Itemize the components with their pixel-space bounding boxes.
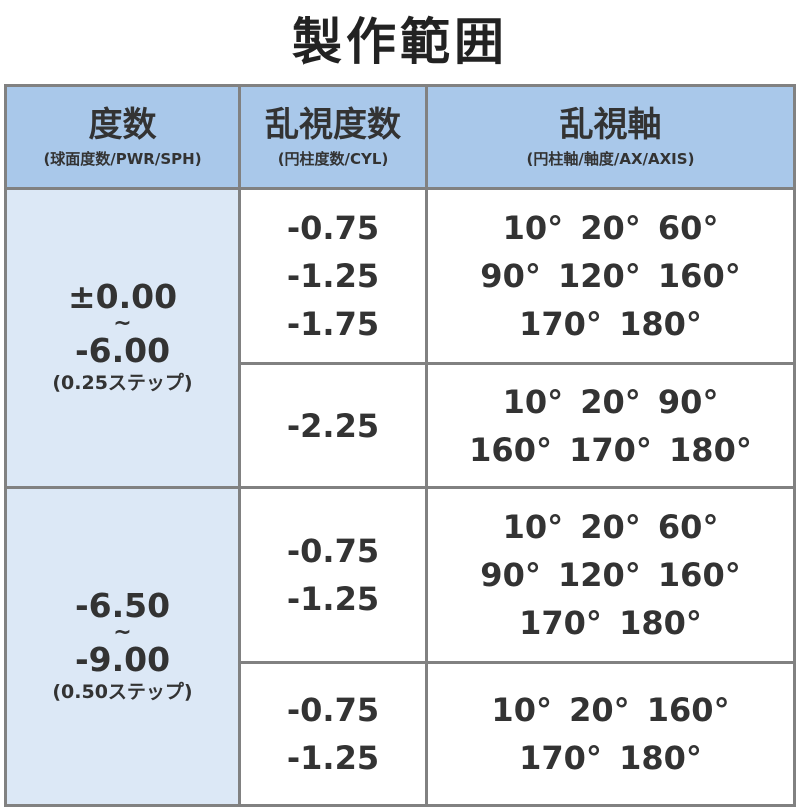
axis-line: 160° 170° 180° — [469, 430, 752, 469]
header-sublabel: (円柱度数/CYL) — [277, 150, 389, 168]
header-power: 度数 (球面度数/PWR/SPH) — [4, 84, 241, 190]
axis-cell: 10° 20° 90° 160° 170° 180° — [425, 362, 796, 489]
range-tilde: ~ — [113, 619, 132, 645]
page-title: 製作範囲 — [292, 13, 508, 71]
header-axis: 乱視軸 (円柱軸/軸度/AX/AXIS) — [425, 84, 796, 190]
header-label: 度数 — [88, 105, 157, 145]
production-range-table: 度数 (球面度数/PWR/SPH) 乱視度数 (円柱度数/CYL) 乱視軸 (円柱軸/… — [4, 84, 796, 807]
cylinder-cell: -2.25 — [238, 362, 428, 489]
table-row: -0.75 -1.25 10° 20° 160° 170° 180° — [6, 661, 796, 807]
axis-line: 90° 120° 160° — [480, 556, 741, 594]
power-step: (0.50ステップ) — [52, 680, 193, 703]
power-to: -9.00 — [74, 639, 171, 679]
table-row: -6.50 ~ -9.00 (0.50ステップ) -0.75 -1.25 10° … — [4, 486, 796, 807]
power-to: -6.00 — [74, 331, 171, 370]
cyl-value: -2.25 — [286, 406, 380, 445]
axis-line: 10° 20° 60° — [502, 209, 719, 247]
header-cylinder: 乱視度数 (円柱度数/CYL) — [238, 84, 428, 190]
power-from: -6.50 — [74, 585, 171, 625]
cyl-value: -1.25 — [286, 739, 380, 777]
cyl-value: -1.25 — [286, 580, 380, 618]
cyl-value: -1.25 — [286, 257, 380, 295]
range-tilde: ~ — [113, 311, 132, 336]
axis-line: 10° 20° 60° — [502, 508, 719, 546]
table-row: -2.25 10° 20° 90° 160° 170° 180° — [6, 362, 796, 489]
cyl-value: -1.75 — [286, 305, 380, 343]
power-range-cell: ±0.00 ~ -6.00 (0.25ステップ) — [4, 187, 241, 489]
cylinder-cell: -0.75 -1.25 — [238, 486, 428, 664]
axis-line: 170° 180° — [519, 604, 702, 642]
axis-cell: 10° 20° 60° 90° 120° 160° 170° 180° — [425, 187, 796, 365]
axis-line: 170° 180° — [519, 739, 702, 777]
power-step: (0.25ステップ) — [52, 372, 193, 394]
cylinder-cell: -0.75 -1.25 — [238, 661, 428, 807]
header-sublabel: (球面度数/PWR/SPH) — [43, 150, 202, 168]
header-label: 乱視度数 — [265, 105, 401, 145]
power-range-cell: -6.50 ~ -9.00 (0.50ステップ) — [4, 486, 241, 807]
table-header-row: 度数 (球面度数/PWR/SPH) 乱視度数 (円柱度数/CYL) 乱視軸 (円柱軸/… — [4, 84, 796, 190]
cyl-value: -0.75 — [286, 209, 380, 247]
axis-line: 170° 180° — [519, 305, 702, 343]
header-label: 乱視軸 — [559, 105, 662, 145]
axis-line: 90° 120° 160° — [480, 257, 741, 295]
header-sublabel: (円柱軸/軸度/AX/AXIS) — [526, 150, 695, 168]
axis-cell: 10° 20° 160° 170° 180° — [425, 661, 796, 807]
power-from: ±0.00 — [67, 277, 178, 316]
table-row: ±0.00 ~ -6.00 (0.25ステップ) -0.75 -1.25 -1.75… — [4, 187, 796, 489]
cyl-value: -0.75 — [286, 691, 380, 729]
axis-line: 10° 20° 90° — [502, 382, 719, 421]
axis-cell: 10° 20° 60° 90° 120° 160° 170° 180° — [425, 486, 796, 664]
cyl-value: -0.75 — [286, 532, 380, 570]
cylinder-cell: -0.75 -1.25 -1.75 — [238, 187, 428, 365]
axis-line: 10° 20° 160° — [491, 691, 730, 729]
